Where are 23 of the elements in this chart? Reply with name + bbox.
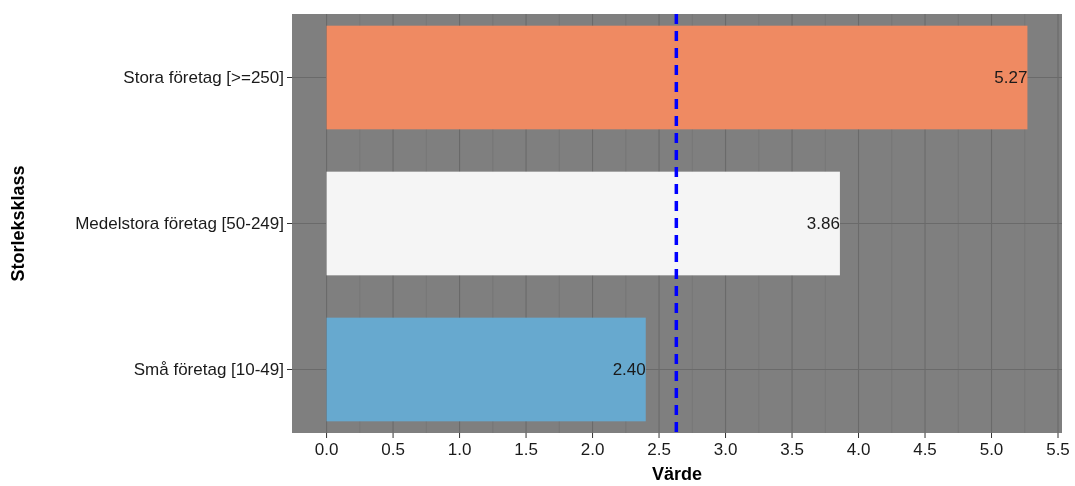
y-tick-label: Små företag [10-49] bbox=[133, 360, 284, 380]
data-label: 3.86 bbox=[806, 214, 840, 234]
x-tick-label: 5.0 bbox=[979, 440, 1004, 459]
x-tick-label: 2.5 bbox=[647, 440, 671, 459]
x-tick-label: 1.5 bbox=[514, 440, 538, 459]
x-tick-label: 3.5 bbox=[780, 440, 804, 459]
x-tick-label: 4.0 bbox=[846, 440, 871, 459]
x-tick-label: 5.5 bbox=[1046, 440, 1070, 459]
x-tick-label: 4.5 bbox=[913, 440, 937, 459]
y-tick-label: Stora företag [>=250] bbox=[123, 68, 284, 88]
x-tick-label: 3.0 bbox=[713, 440, 738, 459]
x-axis-title: Värde bbox=[651, 464, 703, 484]
bar bbox=[326, 25, 1028, 130]
y-axis-title: Storleksklass bbox=[8, 165, 28, 282]
x-tick-label: 1.0 bbox=[447, 440, 472, 459]
x-tick-label: 0.5 bbox=[381, 440, 405, 459]
bar bbox=[326, 171, 840, 276]
data-label: 5.27 bbox=[994, 68, 1028, 88]
y-tick-label: Medelstora företag [50-249] bbox=[75, 214, 284, 234]
x-tick-label: 0.0 bbox=[314, 440, 339, 459]
x-tick-label: 2.0 bbox=[580, 440, 605, 459]
data-label: 2.40 bbox=[612, 360, 646, 380]
bar bbox=[326, 317, 646, 422]
